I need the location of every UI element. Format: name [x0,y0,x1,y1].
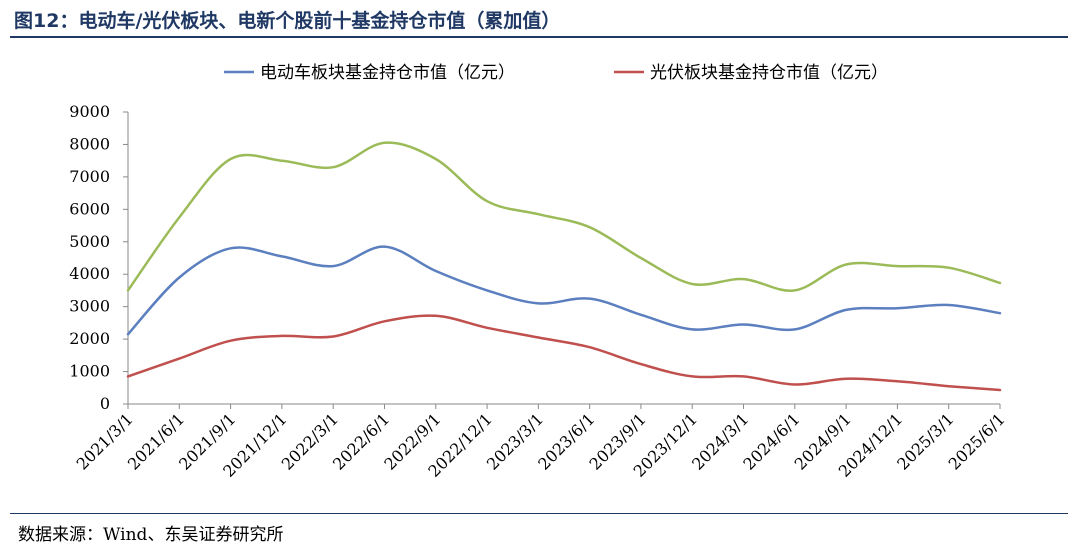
series-line-2 [126,141,1002,292]
y-tick-label: 8000 [69,134,110,153]
series-line-1 [126,314,1002,392]
y-tick-label: 4000 [69,264,110,283]
x-tick-label: 2025/6/1 [945,409,1009,473]
y-tick-label: 2000 [69,329,110,348]
y-tick-label: 1000 [69,362,110,381]
source-rule [10,513,1068,514]
y-tick-label: 5000 [69,232,110,251]
legend-label: 光伏板块基金持仓市值（亿元） [650,63,888,83]
y-tick-label: 9000 [69,102,110,121]
series-line-0 [126,245,1002,336]
y-tick-label: 6000 [69,199,110,218]
y-tick-label: 7000 [69,167,110,186]
y-tick-label: 0 [100,394,110,413]
source-note: 数据来源：Wind、东吴证券研究所 [18,525,284,545]
y-tick-label: 3000 [69,297,110,316]
title-rule [10,36,1068,38]
figure-title: 图12：电动车/光伏板块、电新个股前十基金持仓市值（累加值） [14,10,561,32]
legend-label: 电动车板块基金持仓市值（亿元） [260,63,515,83]
